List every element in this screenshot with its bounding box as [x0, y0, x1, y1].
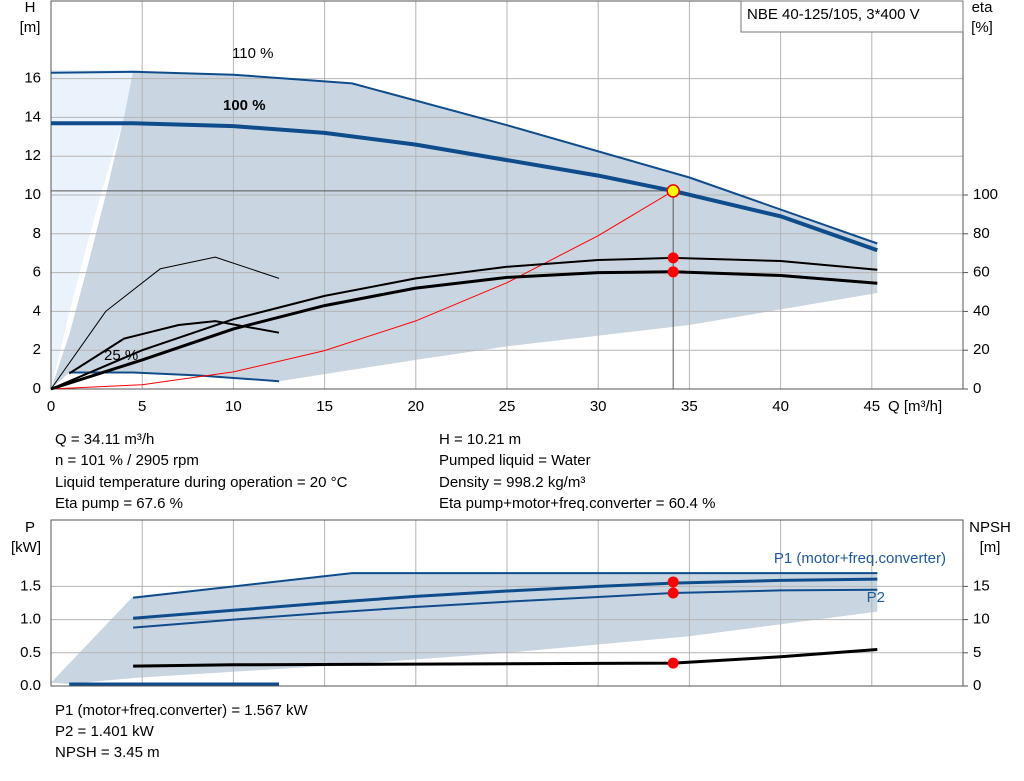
y-tick-label: 10	[24, 186, 41, 203]
curve-label: P1 (motor+freq.converter)	[774, 550, 946, 567]
y2-tick-label: 0	[973, 380, 981, 397]
y-axis-unit: [m]	[20, 19, 41, 36]
x-tick-label: 45	[863, 398, 880, 415]
x-tick-label: 15	[316, 398, 333, 415]
info-text: Pumped liquid = Water	[439, 452, 591, 469]
plot-frame	[50, 519, 964, 687]
y-tick-label: 12	[24, 147, 41, 164]
curve	[133, 588, 878, 629]
y2-axis-unit: [%]	[971, 19, 993, 36]
info-text: n = 101 % / 2905 rpm	[55, 452, 199, 469]
curve	[50, 270, 878, 391]
y-tick-label: 14	[24, 108, 41, 125]
x-tick-label: 10	[225, 398, 242, 415]
point	[667, 587, 679, 599]
y-tick-label: 1.5	[20, 577, 41, 594]
y-axis-label: P	[25, 519, 35, 536]
chart-title: NBE 40-125/105, 3*400 V	[747, 6, 920, 23]
y2-tick-label: 100	[973, 186, 998, 203]
info-text: Eta pump = 67.6 %	[55, 495, 183, 512]
info-text: P1 (motor+freq.converter) = 1.567 kW	[55, 702, 308, 719]
curve	[50, 190, 674, 390]
curve	[51, 121, 878, 253]
y-axis-label: H	[25, 0, 36, 16]
point	[667, 252, 679, 264]
x-tick-label: 40	[772, 398, 789, 415]
y-tick-label: 16	[24, 70, 41, 87]
y2-tick-label: 5	[973, 644, 981, 661]
curve	[50, 70, 878, 245]
y2-axis-label: NPSH	[969, 519, 1011, 536]
point	[667, 266, 679, 278]
x-tick-label: 35	[681, 398, 698, 415]
plot-frame	[50, 0, 964, 390]
curve-label: 25 %	[104, 347, 138, 364]
curve	[133, 648, 878, 668]
y2-tick-label: 40	[973, 302, 990, 319]
x-tick-label: 0	[47, 398, 55, 415]
x-tick-label: 20	[407, 398, 424, 415]
info-text: Eta pump+motor+freq.converter = 60.4 %	[439, 495, 715, 512]
y2-axis-unit: [m]	[980, 539, 1001, 556]
x-axis-label: Q [m³/h]	[888, 398, 942, 415]
y-tick-label: 1.0	[20, 611, 41, 628]
y2-axis-label: eta	[972, 0, 994, 16]
y-tick-label: 0.5	[20, 644, 41, 661]
title-box	[740, 0, 964, 33]
y-tick-label: 0	[33, 380, 41, 397]
info-text: P2 = 1.401 kW	[55, 723, 155, 740]
y2-tick-label: 15	[973, 577, 990, 594]
point	[667, 657, 679, 669]
y2-tick-label: 0	[973, 677, 981, 694]
extended-range	[51, 70, 140, 389]
info-text: NPSH = 3.45 m	[55, 744, 160, 761]
info-text: H = 10.21 m	[439, 431, 521, 448]
curve	[50, 256, 280, 390]
x-tick-label: 25	[499, 398, 516, 415]
operating-range	[51, 573, 878, 685]
y-axis-unit: [kW]	[11, 539, 41, 556]
y2-tick-label: 20	[973, 341, 990, 358]
curve-label: 100 %	[223, 97, 266, 114]
curve	[50, 256, 878, 390]
info-text: Liquid temperature during operation = 20…	[55, 474, 348, 491]
y-tick-label: 4	[33, 302, 41, 319]
y-tick-label: 8	[33, 225, 41, 242]
y-tick-label: 0.0	[20, 677, 41, 694]
curve-label: P2	[867, 589, 885, 606]
info-text: Density = 998.2 kg/m³	[439, 474, 585, 491]
y-tick-label: 2	[33, 341, 41, 358]
y-tick-label: 6	[33, 264, 41, 281]
y2-tick-label: 60	[973, 264, 990, 281]
x-tick-label: 5	[138, 398, 146, 415]
point	[667, 576, 679, 588]
curve	[68, 320, 280, 375]
info-text: Q = 34.11 m³/h	[55, 431, 154, 448]
y2-tick-label: 80	[973, 225, 990, 242]
x-tick-label: 30	[590, 398, 607, 415]
curve	[132, 577, 878, 620]
operating-point	[666, 184, 680, 198]
operating-range	[51, 71, 878, 389]
curve-label: 110 %	[232, 45, 273, 62]
curve	[132, 572, 878, 599]
y2-tick-label: 10	[973, 611, 990, 628]
